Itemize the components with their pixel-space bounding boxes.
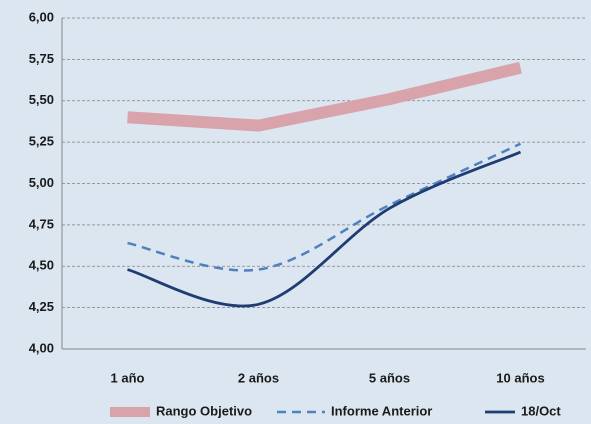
x-tick-label: 2 años [238,370,279,385]
legend-label: Rango Objetivo [156,403,252,418]
y-tick-label: 5,50 [29,92,54,107]
series-line [127,150,522,308]
x-tick-label: 10 años [496,370,544,385]
x-tick-label: 5 años [369,370,410,385]
series-line [127,142,522,272]
y-tick-label: 5,25 [29,134,54,149]
legend-label: 18/Oct [521,403,561,418]
y-tick-label: 4,00 [29,340,54,355]
y-tick-label: 6,00 [29,9,54,24]
y-tick-label: 4,25 [29,299,54,314]
y-tick-label: 4,50 [29,258,54,273]
y-tick-label: 5,75 [29,51,54,66]
y-tick-label: 4,75 [29,216,54,231]
y-tick-label: 5,00 [29,175,54,190]
legend-label: Informe Anterior [331,403,432,418]
series-line [127,61,522,132]
x-tick-label: 1 año [111,370,145,385]
